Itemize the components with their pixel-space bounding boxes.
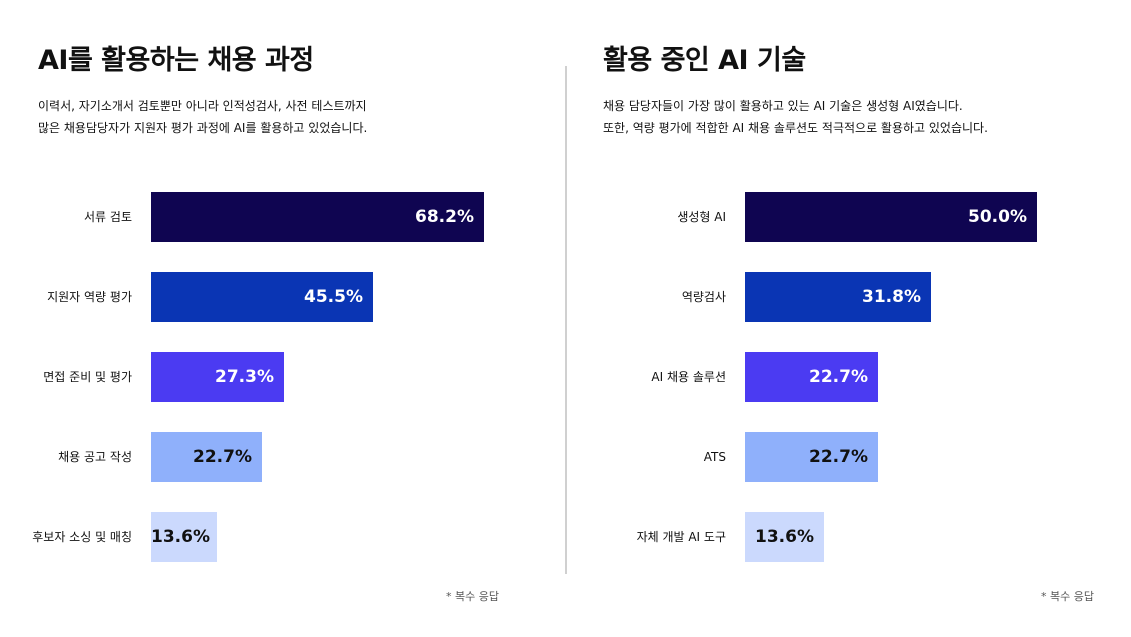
category-label: ATS [703, 450, 726, 464]
category-label: 자체 개발 AI 도구 [636, 530, 726, 544]
bar: 13.6% [151, 512, 217, 562]
value-label: 22.7% [809, 447, 868, 467]
bar: 50.0% [745, 192, 1037, 242]
value-label: 31.8% [862, 287, 921, 307]
bar-chart-tech: 생성형 AI 50.0% 역량검사 31.8% AI 채용 솔루션 22.7% ATS 22.… [567, 0, 1131, 637]
value-label: 13.6% [151, 527, 210, 547]
bar-row: 생성형 AI 50.0% [567, 192, 1131, 242]
subtitle-line: 이력서, 자기소개서 검토뿐만 아니라 인적성검사, 사전 테스트까지 [38, 99, 367, 113]
category-label: 생성형 AI [677, 210, 726, 224]
category-label: 역량검사 [681, 290, 726, 304]
bar: 13.6% [745, 512, 824, 562]
value-label: 22.7% [809, 367, 868, 387]
value-label: 50.0% [968, 207, 1027, 227]
bar: 68.2% [151, 192, 484, 242]
chart-title: 활용 중인 AI 기술 [603, 45, 806, 76]
bar: 27.3% [151, 352, 284, 402]
subtitle-line: 채용 담당자들이 가장 많이 활용하고 있는 AI 기술은 생성형 AI였습니다… [603, 99, 963, 113]
category-label: AI 채용 솔루션 [651, 370, 726, 384]
bar-row: AI 채용 솔루션 22.7% [567, 352, 1131, 402]
category-label: 후보자 소싱 및 매칭 [32, 530, 132, 544]
bar-row: 서류 검토 68.2% [0, 192, 565, 242]
bar: 22.7% [745, 432, 878, 482]
value-label: 22.7% [193, 447, 252, 467]
category-label: 지원자 역량 평가 [47, 290, 132, 304]
chart-subtitle: 이력서, 자기소개서 검토뿐만 아니라 인적성검사, 사전 테스트까지 많은 채… [38, 95, 367, 139]
footnote: * 복수 응답 [446, 590, 499, 603]
chart-subtitle: 채용 담당자들이 가장 많이 활용하고 있는 AI 기술은 생성형 AI였습니다… [603, 95, 988, 139]
value-label: 13.6% [755, 527, 814, 547]
value-label: 45.5% [304, 287, 363, 307]
left-panel: AI를 활용하는 채용 과정 이력서, 자기소개서 검토뿐만 아니라 인적성검사… [0, 0, 565, 637]
bar-row: 자체 개발 AI 도구 13.6% [567, 512, 1131, 562]
category-label: 서류 검토 [84, 210, 132, 224]
bar-row: 채용 공고 작성 22.7% [0, 432, 565, 482]
value-label: 27.3% [215, 367, 274, 387]
subtitle-line: 또한, 역량 평가에 적합한 AI 채용 솔루션도 적극적으로 활용하고 있었습… [603, 121, 988, 135]
category-label: 면접 준비 및 평가 [43, 370, 132, 384]
bar: 22.7% [151, 432, 262, 482]
right-panel: 활용 중인 AI 기술 채용 담당자들이 가장 많이 활용하고 있는 AI 기술… [567, 0, 1131, 637]
panel-divider [565, 66, 567, 574]
bar-row: 후보자 소싱 및 매칭 13.6% [0, 512, 565, 562]
bar-row: 역량검사 31.8% [567, 272, 1131, 322]
value-label: 68.2% [415, 207, 474, 227]
bar-row: 면접 준비 및 평가 27.3% [0, 352, 565, 402]
chart-title: AI를 활용하는 채용 과정 [38, 45, 314, 76]
bar: 31.8% [745, 272, 931, 322]
bar: 22.7% [745, 352, 878, 402]
bar-chart-process: 서류 검토 68.2% 지원자 역량 평가 45.5% 면접 준비 및 평가 27.3% 채… [0, 0, 565, 637]
bar: 45.5% [151, 272, 373, 322]
subtitle-line: 많은 채용담당자가 지원자 평가 과정에 AI를 활용하고 있었습니다. [38, 121, 368, 135]
footnote: * 복수 응답 [1041, 590, 1094, 603]
bar-row: 지원자 역량 평가 45.5% [0, 272, 565, 322]
bar-row: ATS 22.7% [567, 432, 1131, 482]
category-label: 채용 공고 작성 [58, 450, 132, 464]
